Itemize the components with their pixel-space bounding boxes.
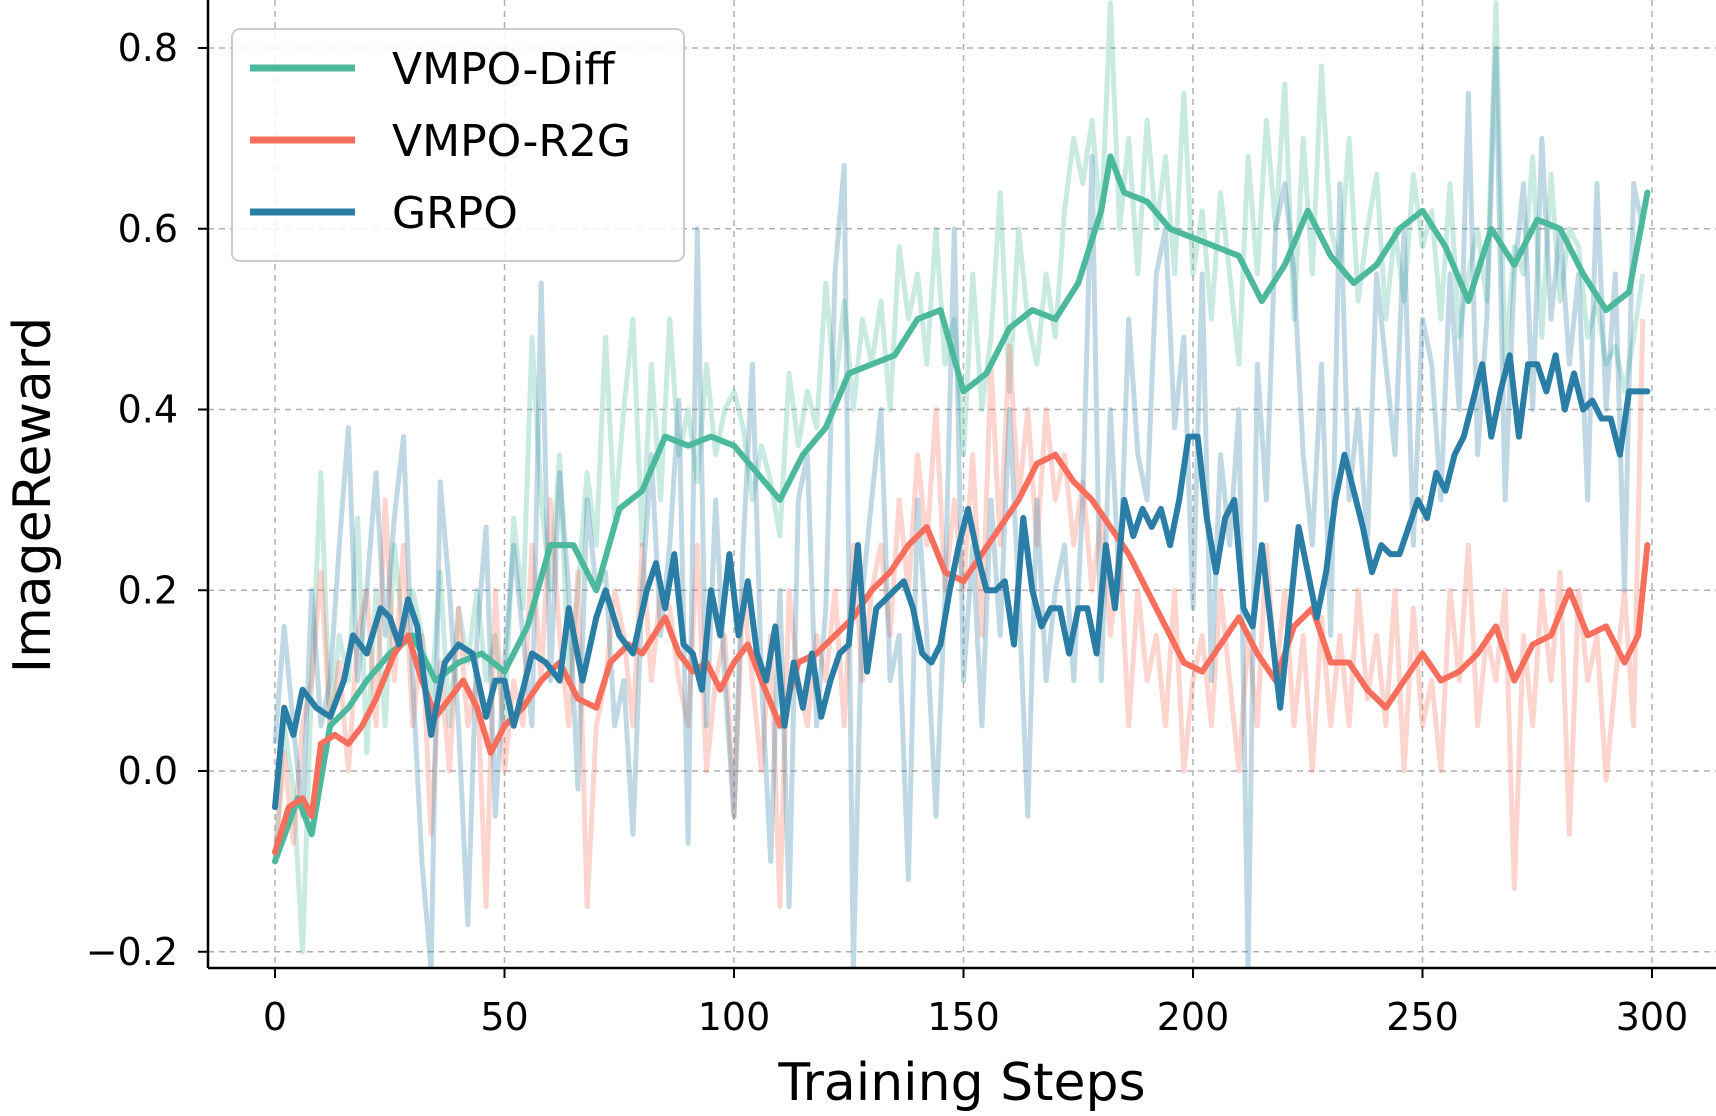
series-line-grpo (272, 352, 1651, 811)
x-tick-label: 0 (263, 995, 287, 1039)
legend: VMPO-Diff VMPO-R2G GRPO (231, 28, 685, 262)
grid-lines (208, 0, 1716, 968)
legend-label: VMPO-R2G (392, 116, 631, 167)
x-tick-label: 100 (698, 995, 771, 1039)
y-ticks: −0.2 0.0 0.2 0.4 0.6 0.8 (86, 26, 208, 974)
series-line-vmpo-diff (272, 153, 1651, 865)
y-tick-label: 0.2 (118, 568, 178, 612)
y-tick-label: 0.8 (118, 26, 178, 70)
series-line-vmpo-r2g (272, 451, 1651, 856)
x-tick-label: 150 (927, 995, 1000, 1039)
y-axis-title: ImageReward (3, 317, 63, 674)
y-tick-label: −0.2 (86, 930, 178, 974)
x-tick-label: 200 (1157, 995, 1230, 1039)
axes (206, 0, 1716, 970)
y-tick-label: 0.6 (118, 207, 178, 251)
y-tick-label: 0.0 (118, 749, 178, 793)
x-tick-label: 250 (1386, 995, 1459, 1039)
x-ticks: 0 50 100 150 200 250 300 (263, 968, 1688, 1039)
legend-label: VMPO-Diff (392, 44, 616, 95)
smoothed-series-lines (272, 153, 1651, 865)
legend-label: GRPO (392, 188, 518, 239)
x-tick-label: 50 (480, 995, 528, 1039)
x-axis-title: Training Steps (777, 1053, 1145, 1113)
legend-frame (231, 28, 685, 262)
y-tick-label: 0.4 (118, 388, 178, 432)
x-tick-label: 300 (1616, 995, 1689, 1039)
series-raw-vmpo-diff (272, 0, 1646, 955)
